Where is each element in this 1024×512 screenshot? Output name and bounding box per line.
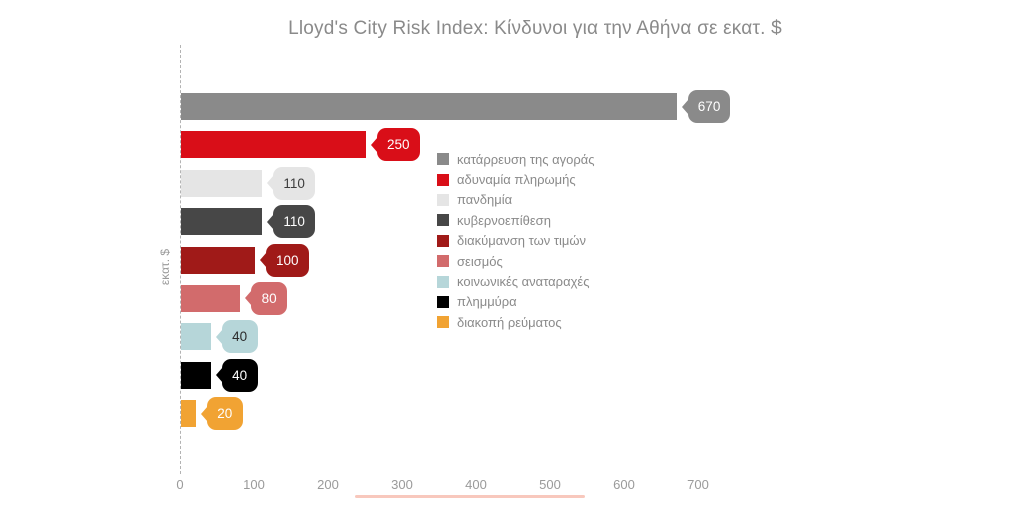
bubble-tail-icon xyxy=(260,252,267,269)
bubble-tail-icon xyxy=(215,367,223,384)
y-axis-label: εκατ. $ xyxy=(158,248,172,286)
x-tick-label: 200 xyxy=(317,477,339,492)
value-label: 100 xyxy=(276,252,299,268)
x-axis-ticks: 0 100 200 300 400 500 600 700 xyxy=(0,477,1024,493)
value-label: 40 xyxy=(232,329,248,345)
bubble-tail-icon xyxy=(200,405,208,422)
bar-row: 250 xyxy=(181,128,730,162)
legend-label: πλημμύρα xyxy=(457,294,517,310)
legend-label: κοινωνικές αναταραχές xyxy=(457,274,590,290)
x-tick-label: 500 xyxy=(539,477,561,492)
x-tick-label: 400 xyxy=(465,477,487,492)
value-label-bubble: 110 xyxy=(267,166,315,200)
legend-swatch-icon xyxy=(437,316,449,329)
legend-item-2: αδυναμία πληρωμής xyxy=(437,169,595,189)
bars-container: 670 250 110 110 100 80 40 40 20 xyxy=(181,90,731,439)
bar-8 xyxy=(181,361,211,389)
x-tick-label: 600 xyxy=(613,477,635,492)
value-label: 80 xyxy=(261,290,277,306)
bubble-tail-icon xyxy=(371,136,378,153)
bar-row: 670 xyxy=(181,90,731,123)
value-label-bubble: 670 xyxy=(681,90,731,123)
value-label: 20 xyxy=(217,406,233,422)
bar-row: 110 xyxy=(181,205,730,239)
bar-1 xyxy=(181,93,677,120)
bar-row: 110 xyxy=(181,166,730,200)
legend-label: αδυναμία πληρωμής xyxy=(457,172,576,188)
legend-label: σεισμός xyxy=(457,253,503,269)
value-label-bubble: 40 xyxy=(215,358,258,392)
chart-title: Lloyd's City Risk Index: Κίνδυνοι για τη… xyxy=(288,18,782,39)
bar-row: 80 xyxy=(181,281,730,315)
bar-row: 40 xyxy=(181,358,730,392)
value-label: 110 xyxy=(283,175,305,191)
legend-item-7: κοινωνικές αναταραχές xyxy=(437,271,595,291)
legend-swatch-icon xyxy=(437,173,449,186)
bar-6 xyxy=(181,284,241,312)
legend-label: κατάρρευση της αγοράς xyxy=(457,151,595,167)
bubble-tail-icon xyxy=(267,213,275,230)
legend-label: διακύμανση των τιμών xyxy=(457,233,586,249)
value-label: 670 xyxy=(697,99,721,114)
bar-2 xyxy=(181,131,366,159)
legend-item-3: πανδημία xyxy=(437,190,595,210)
legend-swatch-icon xyxy=(437,214,449,227)
value-label: 40 xyxy=(232,367,248,383)
legend-label: πανδημία xyxy=(457,192,513,208)
legend-label: διακοπή ρεύματος xyxy=(457,314,562,330)
legend-swatch-icon xyxy=(437,153,449,166)
bubble-tail-icon xyxy=(215,328,223,345)
value-label: 250 xyxy=(387,137,410,153)
bubble-tail-icon xyxy=(245,290,253,307)
zero-axis-dashed-line xyxy=(180,45,181,474)
legend-label: κυβερνοεπίθεση xyxy=(457,212,551,228)
legend-swatch-icon xyxy=(437,255,449,268)
legend-item-6: σεισμός xyxy=(437,251,595,271)
legend: κατάρρευση της αγοράς αδυναμία πληρωμής πα… xyxy=(437,149,595,333)
legend-item-1: κατάρρευση της αγοράς xyxy=(437,149,595,169)
value-label: 110 xyxy=(283,214,305,230)
legend-item-4: κυβερνοεπίθεση xyxy=(437,210,595,230)
value-label-bubble: 40 xyxy=(215,320,258,354)
bar-7 xyxy=(181,323,211,351)
bar-row: 40 xyxy=(181,320,730,354)
bar-row: 100 xyxy=(181,243,730,277)
value-label-bubble: 100 xyxy=(260,243,309,277)
x-tick-label: 0 xyxy=(176,477,184,492)
legend-swatch-icon xyxy=(437,193,449,206)
bar-row: 20 xyxy=(181,397,730,431)
legend-item-8: πλημμύρα xyxy=(437,292,595,312)
legend-item-9: διακοπή ρεύματος xyxy=(437,312,595,332)
bar-5 xyxy=(181,246,255,274)
bar-9 xyxy=(181,400,196,428)
value-label-bubble: 80 xyxy=(245,281,288,315)
x-tick-label: 300 xyxy=(391,477,413,492)
bar-3 xyxy=(181,169,263,197)
bubble-tail-icon xyxy=(267,175,275,192)
value-label-bubble: 110 xyxy=(267,205,315,239)
value-label-bubble: 250 xyxy=(371,128,420,162)
x-tick-label: 100 xyxy=(243,477,265,492)
legend-swatch-icon xyxy=(437,275,449,288)
legend-swatch-icon xyxy=(437,295,449,308)
x-tick-label: 700 xyxy=(687,477,709,492)
value-label-bubble: 20 xyxy=(200,397,243,431)
bubble-tail-icon xyxy=(681,98,689,115)
bar-4 xyxy=(181,208,263,236)
legend-item-5: διακύμανση των τιμών xyxy=(437,231,595,251)
legend-swatch-icon xyxy=(437,234,449,247)
decorative-underline xyxy=(355,495,585,498)
